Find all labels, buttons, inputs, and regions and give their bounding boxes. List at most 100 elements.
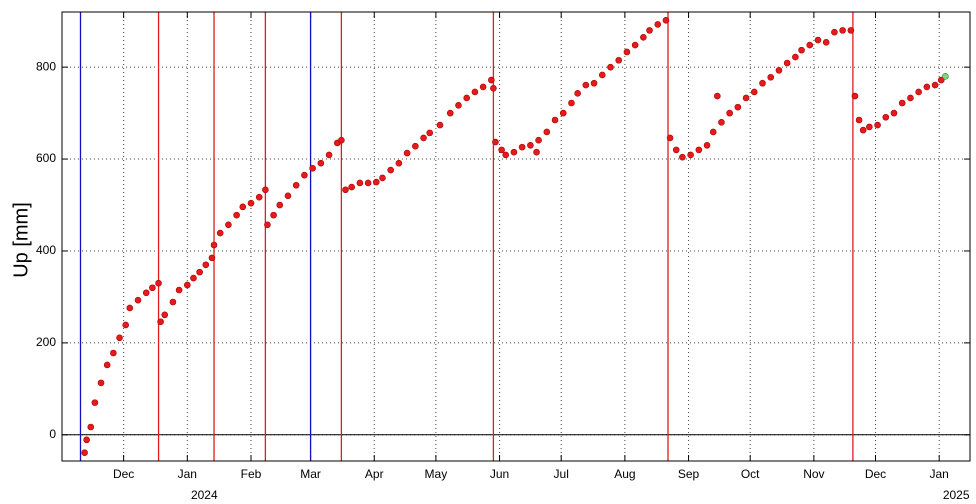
data-point: [855, 116, 863, 124]
data-point: [714, 92, 721, 100]
data-point: [851, 92, 859, 100]
data-point: [726, 109, 733, 117]
data-point: [775, 67, 783, 74]
data-point: [518, 143, 526, 151]
x-tick-label: May: [425, 467, 448, 481]
data-point: [426, 129, 434, 137]
data-point: [559, 109, 567, 117]
data-point: [937, 76, 945, 84]
data-point: [169, 298, 177, 306]
data-point: [718, 118, 725, 126]
data-point: [110, 349, 117, 357]
data-point: [161, 311, 169, 319]
y-tick-label: 400: [36, 243, 56, 257]
data-point: [317, 159, 325, 167]
data-point: [420, 134, 427, 142]
x-tick-label: Feb: [241, 467, 262, 481]
data-point: [759, 79, 766, 87]
data-point: [239, 203, 247, 211]
data-point: [882, 113, 890, 121]
data-point: [654, 21, 662, 28]
x-tick-label: Jul: [554, 467, 569, 481]
data-point: [91, 399, 99, 406]
x-tick-label: Jun: [490, 467, 509, 481]
data-point: [116, 334, 123, 342]
data-point: [915, 88, 922, 96]
data-point: [479, 83, 487, 91]
data-point: [463, 94, 470, 102]
data-point: [87, 423, 95, 431]
data-point: [543, 128, 551, 136]
data-point: [412, 142, 419, 150]
data-point: [184, 281, 191, 289]
data-point: [142, 289, 150, 297]
data-point: [471, 88, 479, 96]
data-point: [301, 171, 308, 179]
data-point: [292, 181, 300, 189]
data-point: [455, 101, 462, 109]
data-point: [598, 71, 606, 79]
data-point: [81, 449, 88, 457]
x-tick-label: Nov: [803, 467, 824, 481]
data-point: [149, 284, 156, 292]
data-point: [607, 63, 614, 71]
data-point: [734, 103, 742, 111]
data-point: [783, 59, 791, 67]
y-tick-label: 0: [49, 427, 56, 441]
data-point: [233, 211, 240, 219]
data-point: [742, 94, 750, 102]
data-point: [134, 296, 142, 304]
data-point: [373, 178, 380, 186]
x-tick-label: Dec: [865, 467, 886, 481]
data-point: [839, 27, 846, 34]
data-point: [792, 53, 799, 61]
data-point: [831, 28, 838, 36]
data-point: [284, 192, 292, 200]
data-point: [822, 39, 830, 46]
x-tick-label: Dec: [113, 467, 134, 481]
data-point: [387, 166, 394, 174]
data-point: [348, 183, 355, 191]
data-point: [403, 149, 411, 157]
data-point: [695, 146, 703, 154]
data-point: [208, 254, 216, 262]
data-point: [890, 109, 898, 117]
x-tick-label: Aug: [614, 467, 635, 481]
data-point: [662, 16, 670, 24]
data-point: [907, 94, 914, 102]
data-point: [309, 164, 316, 172]
data-point: [615, 56, 623, 64]
data-point: [623, 48, 631, 56]
data-point: [574, 90, 581, 97]
data-point: [533, 148, 540, 156]
y-tick-label: 600: [36, 151, 56, 165]
data-point: [931, 81, 939, 89]
data-point: [510, 148, 518, 156]
data-point: [338, 136, 345, 144]
plot-frame: [61, 11, 971, 462]
data-point: [687, 151, 694, 159]
data-point: [498, 146, 505, 154]
data-point: [216, 229, 224, 237]
data-point: [325, 151, 333, 159]
data-point: [103, 361, 111, 369]
data-point: [126, 304, 134, 312]
data-point: [898, 99, 906, 107]
year-label: 2024: [191, 488, 218, 502]
data-point: [672, 146, 680, 154]
data-point: [859, 126, 867, 134]
data-point: [527, 141, 534, 149]
data-point: [874, 121, 881, 129]
data-point: [395, 159, 403, 167]
data-point: [364, 179, 372, 187]
data-point: [488, 76, 495, 84]
data-point: [590, 79, 598, 87]
data-point: [202, 261, 210, 269]
y-axis-label: Up [mm]: [10, 202, 32, 278]
data-point: [646, 27, 653, 34]
data-point: [551, 116, 559, 124]
data-point: [640, 33, 647, 41]
data-point: [679, 153, 686, 161]
data-point: [276, 201, 284, 209]
